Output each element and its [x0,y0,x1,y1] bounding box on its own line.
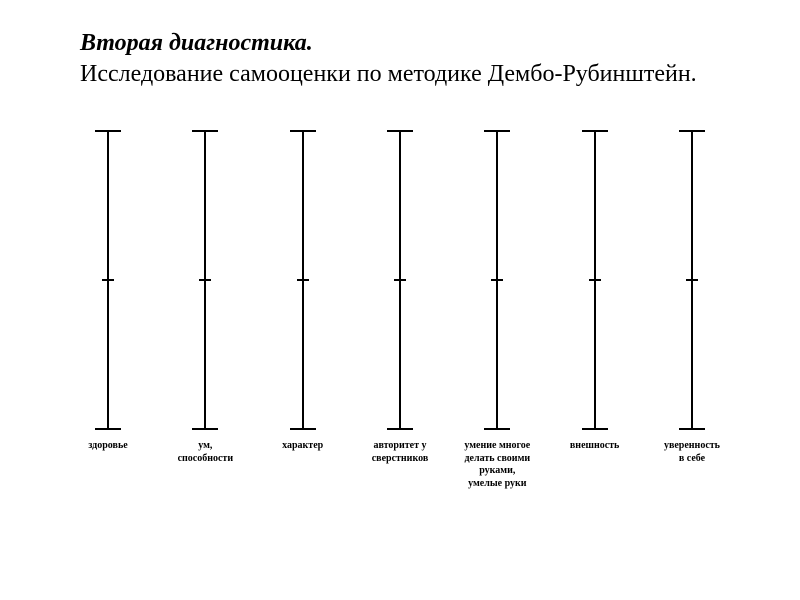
scale-tick-mid [491,279,503,281]
scale-tick-mid [589,279,601,281]
scale-line [107,130,109,430]
scale-tick-mid [394,279,406,281]
scale-item: авторитет у сверстников [352,130,448,465]
scale-tick-mid [199,279,211,281]
scale-label: авторитет у сверстников [352,440,448,465]
scale-line [399,130,401,430]
scale-item: ум, способности [157,130,253,465]
scale-item: характер [255,130,351,453]
scale-label: здоровье [60,440,156,453]
scale-cap-bottom [679,428,705,430]
scale-label: уверенность в себе [644,440,740,465]
scale-cap-bottom [387,428,413,430]
scale-cap-top [484,130,510,132]
scale-label: внешность [547,440,643,453]
scale-line [691,130,693,430]
scale-item: умение многое делать своими руками, умел… [449,130,545,490]
scale-label: умение многое делать своими руками, умел… [449,440,545,490]
scale-cap-top [290,130,316,132]
scale-cap-top [679,130,705,132]
scale-line [594,130,596,430]
scale-cap-bottom [290,428,316,430]
scale-tick-mid [297,279,309,281]
scales-container: здоровье ум, способности характер автори… [60,130,740,490]
scale-item: уверенность в себе [644,130,740,465]
scale-tick-mid [686,279,698,281]
scale-label: ум, способности [157,440,253,465]
scale-cap-bottom [582,428,608,430]
scale-cap-top [387,130,413,132]
scale-cap-bottom [484,428,510,430]
scale-item: здоровье [60,130,156,453]
scale-cap-top [192,130,218,132]
scale-line [204,130,206,430]
scale-label: характер [255,440,351,453]
title-block: Вторая диагностика. Исследование самооце… [80,28,750,90]
title-line1: Вторая диагностика. [80,28,750,59]
scale-cap-bottom [192,428,218,430]
scale-tick-mid [102,279,114,281]
title-line2: Исследование самооценки по методике Демб… [80,59,750,90]
scale-cap-top [95,130,121,132]
scale-cap-top [582,130,608,132]
scale-line [302,130,304,430]
scale-line [496,130,498,430]
scale-cap-bottom [95,428,121,430]
scale-item: внешность [547,130,643,453]
